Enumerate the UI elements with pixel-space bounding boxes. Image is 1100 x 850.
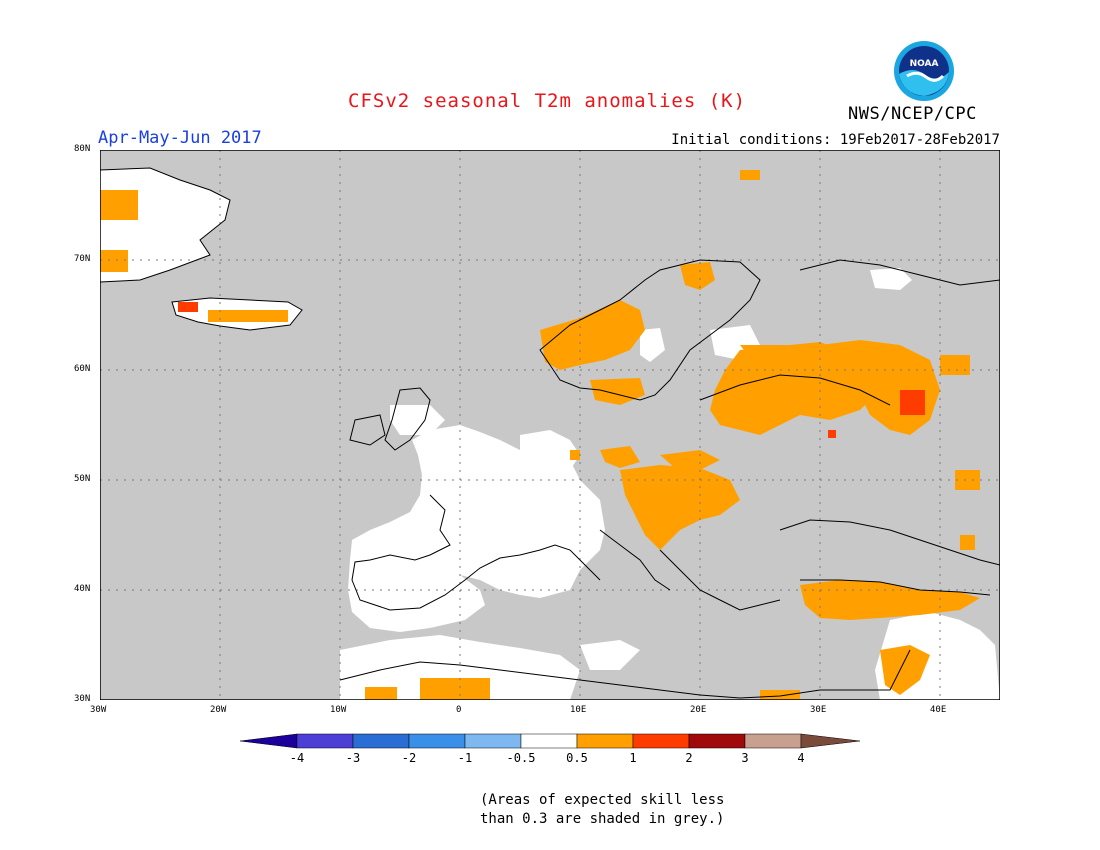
colorbar-label: -1: [457, 751, 473, 765]
lon-label: 0: [456, 705, 462, 715]
lat-label: 70N: [74, 254, 91, 264]
lat-label: 30N: [74, 694, 91, 704]
colorbar-label: 4: [797, 751, 805, 765]
map-gridlines: [100, 150, 1000, 700]
lat-label: 80N: [74, 144, 91, 154]
lat-label: 50N: [74, 474, 91, 484]
colorbar-label: 1: [629, 751, 637, 765]
skill-footnote-line2: than 0.3 are shaded in grey.): [480, 811, 725, 827]
lon-label: 10E: [570, 705, 587, 715]
colorbar-label: 3: [741, 751, 749, 765]
colorbar-label: -3: [345, 751, 361, 765]
near-normal-regions: [100, 168, 1000, 700]
colorbar-legend: -4 -3 -2 -1 -0.5 0.5 1 2 3 4: [239, 733, 861, 765]
colorbar: [239, 733, 861, 749]
lat-label: 40N: [74, 584, 91, 594]
colorbar-label: -0.5: [506, 751, 536, 765]
agency-label: NWS/NCEP/CPC: [848, 104, 977, 124]
lon-label: 20W: [210, 705, 227, 715]
colorbar-label: -2: [401, 751, 417, 765]
lat-label: 60N: [74, 364, 91, 374]
colorbar-label: 2: [685, 751, 693, 765]
map-title: CFSv2 seasonal T2m anomalies (K): [348, 90, 747, 112]
lon-label: 30W: [90, 705, 107, 715]
noaa-logo-text: NOAA: [910, 59, 939, 69]
noaa-logo: NOAA: [894, 41, 954, 101]
forecast-period: Apr-May-Jun 2017: [98, 128, 262, 148]
colorbar-label: -4: [289, 751, 305, 765]
coastlines: [100, 167, 1000, 699]
lon-label: 40E: [930, 705, 947, 715]
skill-footnote-line1: (Areas of expected skill less: [480, 792, 725, 808]
lon-label: 30E: [810, 705, 827, 715]
initial-conditions: Initial conditions: 19Feb2017-28Feb2017: [671, 132, 1000, 148]
strong-warm-anomaly-regions: [178, 302, 925, 438]
lon-label: 10W: [330, 705, 347, 715]
anomaly-map: [100, 150, 1000, 700]
colorbar-label: 0.5: [566, 751, 588, 765]
lon-label: 20E: [690, 705, 707, 715]
